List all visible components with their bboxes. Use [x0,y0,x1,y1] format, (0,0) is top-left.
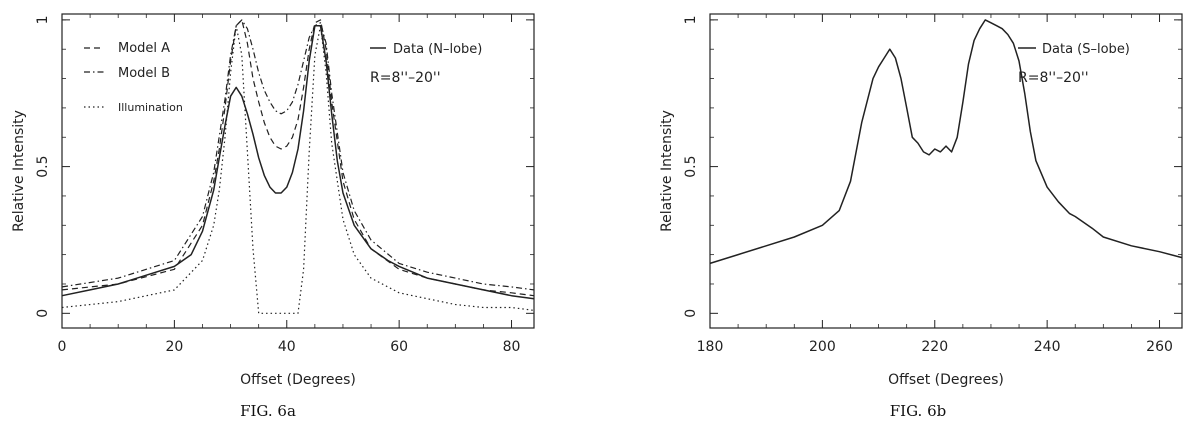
series-line-model-b [61,19,535,291]
series-line-illumination [61,25,535,314]
plot-frame-a [61,13,535,329]
y-tick-label: 1 [35,15,51,24]
x-tick-label: 40 [278,339,296,355]
legend-label-model-a: Model A [118,41,170,56]
series-line-model-a [61,19,535,297]
caption-fig-6a: FIG. 6a [240,402,296,420]
series-line-data-s-lobe [709,19,1183,265]
x-tick-label: 20 [165,339,183,355]
axis-ticks-b [709,14,1182,328]
legend-label-data-s-lobe: Data (S–lobe) [1042,42,1130,57]
x-tick-label: 80 [503,339,521,355]
legend-label-model-b: Model B [118,66,170,81]
series-lines-a [61,19,535,314]
x-axis-label-b: Offset (Degrees) [888,372,1004,388]
x-tick-label: 260 [1146,339,1173,355]
caption-fig-6b: FIG. 6b [890,402,946,420]
y-tick-label: 0 [35,309,51,318]
tick-labels-a: 0 20 40 60 80 0 0.5 1 [35,15,520,355]
x-tick-label: 220 [921,339,948,355]
panel-fig-6a: 0 20 40 60 80 0 0.5 1 Offset (Degrees) Relative… [11,13,535,420]
annotation-radius-b: R=8''–20'' [1018,70,1089,86]
y-tick-label: 1 [683,15,699,24]
x-tick-label: 180 [697,339,724,355]
y-tick-label: 0 [683,309,699,318]
annotation-radius-a: R=8''–20'' [370,70,441,86]
legend-label-data-n-lobe: Data (N–lobe) [393,42,482,57]
x-axis-label-a: Offset (Degrees) [240,372,356,388]
y-tick-label: 0.5 [683,155,699,177]
legend-label-illumination: Illumination [118,101,183,114]
tick-labels-b: 180 200 220 240 260 0 0.5 1 [683,15,1173,355]
x-tick-label: 0 [58,339,67,355]
y-tick-label: 0.5 [35,155,51,177]
x-tick-label: 240 [1034,339,1061,355]
y-axis-label-b: Relative Intensity [659,110,675,232]
x-tick-label: 200 [809,339,836,355]
panel-fig-6b: 180 200 220 240 260 0 0.5 1 Offset (Degrees) Re… [659,13,1183,420]
plot-frame-b [709,13,1183,329]
axis-ticks-a [61,14,534,328]
y-axis-label-a: Relative Intensity [11,110,27,232]
x-tick-label: 60 [390,339,408,355]
series-lines-b [709,19,1183,265]
